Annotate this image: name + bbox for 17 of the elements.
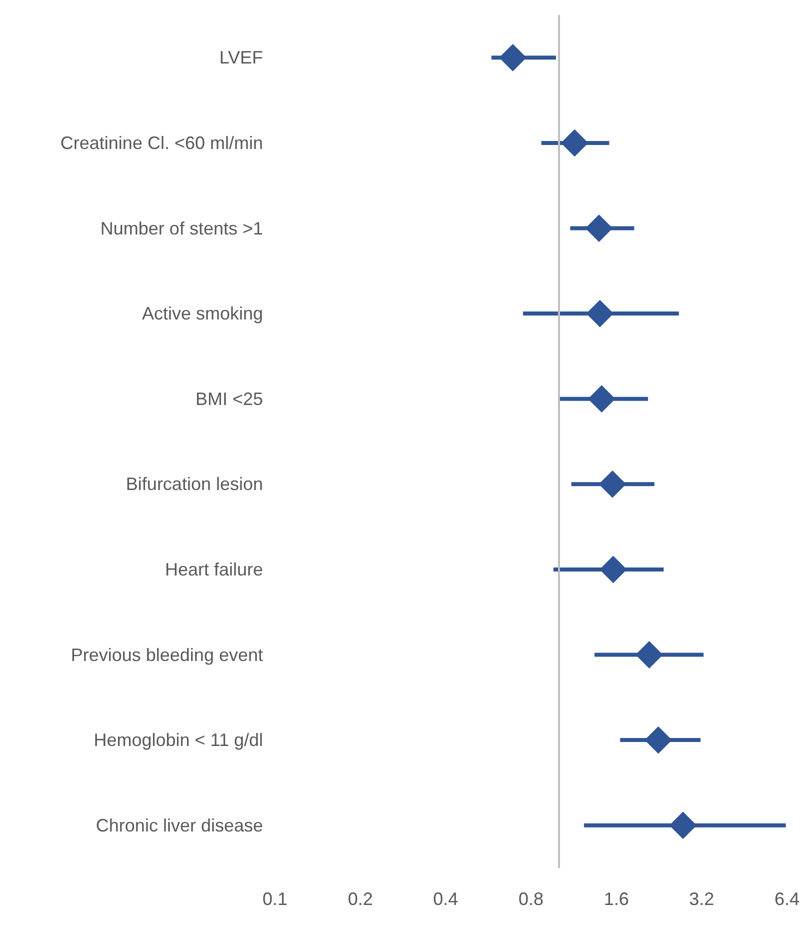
x-tick-label: 3.2 — [689, 889, 714, 909]
y-tick-label: Hemoglobin < 11 g/dl — [94, 730, 263, 750]
y-tick-label: Previous bleeding event — [70, 644, 263, 665]
x-tick-label: 0.8 — [518, 889, 544, 909]
y-tick-label: LVEF — [219, 48, 263, 68]
x-tick-label: 0.2 — [348, 889, 373, 909]
y-tick-label: Creatinine Cl. <60 ml/min — [60, 132, 263, 153]
y-tick-label: Chronic liver disease — [96, 815, 263, 836]
y-tick-label: Active smoking — [142, 304, 263, 324]
x-tick-label: 0.1 — [262, 889, 288, 909]
x-tick-label: 1.6 — [604, 889, 629, 909]
x-tick-label: 0.4 — [433, 889, 458, 909]
y-tick-label: Number of stents >1 — [100, 218, 263, 238]
x-tick-label: 6.4 — [774, 889, 800, 909]
y-tick-label: Bifurcation lesion — [126, 474, 263, 494]
y-tick-label: Heart failure — [164, 559, 263, 580]
y-tick-label: BMI <25 — [195, 388, 263, 409]
